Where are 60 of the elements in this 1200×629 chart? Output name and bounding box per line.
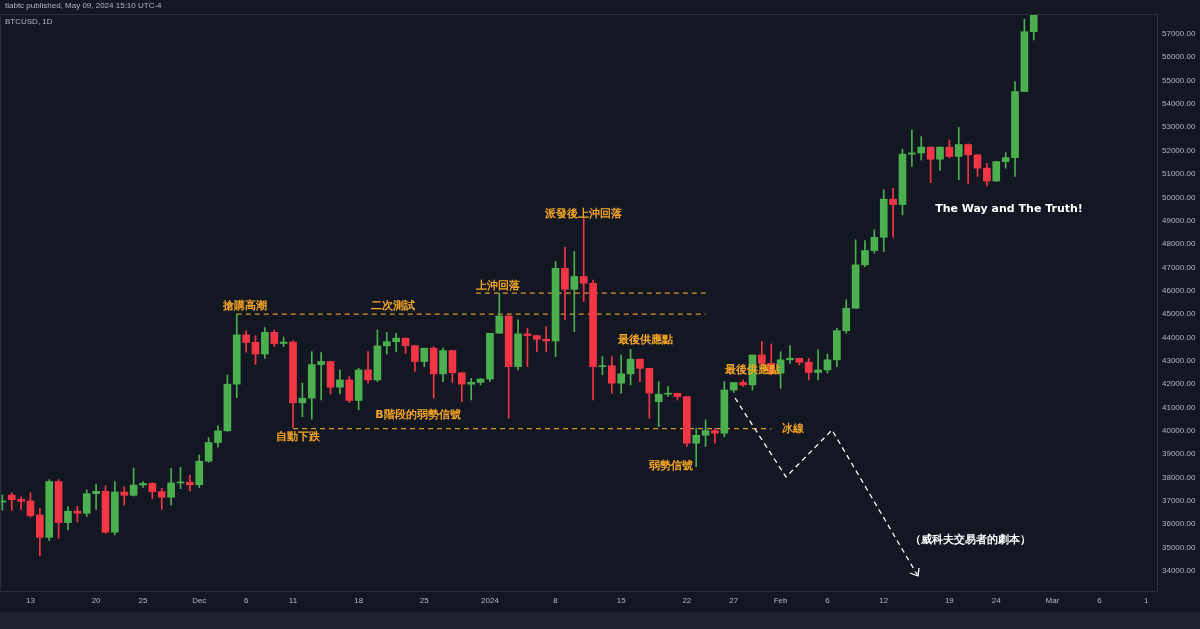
y-tick-label: 53000.00: [1162, 122, 1196, 132]
x-tick-label: 12: [879, 596, 889, 605]
x-tick-label: 6: [825, 596, 831, 605]
y-tick-label: 54000.00: [1162, 99, 1196, 109]
x-tick-label: 2024: [481, 596, 500, 605]
annotation: The Way and The Truth!: [935, 201, 1083, 215]
candlestick: [992, 161, 1001, 182]
annotation: 上沖回落: [475, 278, 521, 292]
y-tick-label: 49000.00: [1162, 215, 1196, 225]
y-tick-label: 48000.00: [1162, 239, 1196, 249]
y-tick-label: 46000.00: [1162, 285, 1196, 295]
x-tick-label: 18: [354, 596, 364, 605]
y-tick-label: 40000.00: [1162, 426, 1196, 436]
x-tick-label: 27: [729, 596, 739, 605]
annotation: B階段的弱勢信號: [375, 407, 461, 421]
x-tick-label: 6: [243, 596, 249, 605]
y-tick-label: 39000.00: [1162, 449, 1196, 459]
x-tick-label: 13: [26, 596, 36, 605]
x-tick-label: 20: [91, 596, 102, 605]
y-tick-label: 52000.00: [1162, 145, 1196, 155]
annotation: 弱勢信號: [648, 458, 693, 472]
y-tick-label: 36000.00: [1162, 519, 1196, 529]
x-tick-label: 19: [944, 596, 955, 605]
x-tick-label: 25: [138, 596, 148, 605]
annotation: 派發後上沖回落: [544, 206, 624, 220]
y-tick-label: 55000.00: [1162, 75, 1196, 85]
x-tick-label: 11: [288, 596, 298, 605]
y-tick-label: 57000.00: [1162, 29, 1196, 39]
annotation: 搶購高潮: [222, 298, 267, 312]
annotation: 二次測試: [371, 298, 415, 312]
x-tick-label: 24: [991, 596, 1002, 605]
y-tick-label: 47000.00: [1162, 262, 1196, 272]
x-tick-label: 6: [1097, 596, 1103, 605]
y-tick-label: 38000.00: [1162, 472, 1196, 482]
x-tick-label: 1: [1144, 596, 1150, 605]
chart-title: tiabtc published, May 09, 2024 15:10 UTC-4: [5, 1, 162, 10]
x-tick-label: 25: [419, 596, 430, 605]
y-tick-label: 50000.00: [1162, 192, 1196, 202]
candlestick: [711, 427, 719, 444]
x-tick-label: 22: [682, 596, 692, 605]
x-tick-label: Feb: [773, 596, 789, 605]
chart-subtitle: BTCUSD, 1D: [5, 17, 53, 26]
y-tick-label: 37000.00: [1162, 496, 1196, 506]
annotation: 最後供應點: [616, 332, 673, 346]
y-tick-label: 51000.00: [1162, 169, 1196, 179]
y-tick-label: 44000.00: [1162, 332, 1196, 342]
y-tick-label: 43000.00: [1162, 356, 1196, 365]
x-tick-label: 15: [616, 596, 627, 605]
annotation: 自動下跌: [276, 429, 321, 443]
y-tick-label: 42000.00: [1162, 379, 1196, 389]
x-tick-label: Mar: [1045, 596, 1060, 605]
y-tick-label: 56000.00: [1162, 52, 1196, 62]
y-tick-label: 45000.00: [1162, 309, 1196, 319]
annotation: 冰線: [782, 421, 805, 435]
x-tick-label: 8: [553, 596, 559, 605]
y-tick-label: 41000.00: [1162, 402, 1196, 412]
y-tick-label: 35000.00: [1162, 542, 1196, 552]
annotation: （威科夫交易者的劇本）: [909, 532, 1031, 546]
x-tick-label: Dec: [192, 596, 207, 605]
y-tick-label: 34000.00: [1162, 566, 1196, 576]
